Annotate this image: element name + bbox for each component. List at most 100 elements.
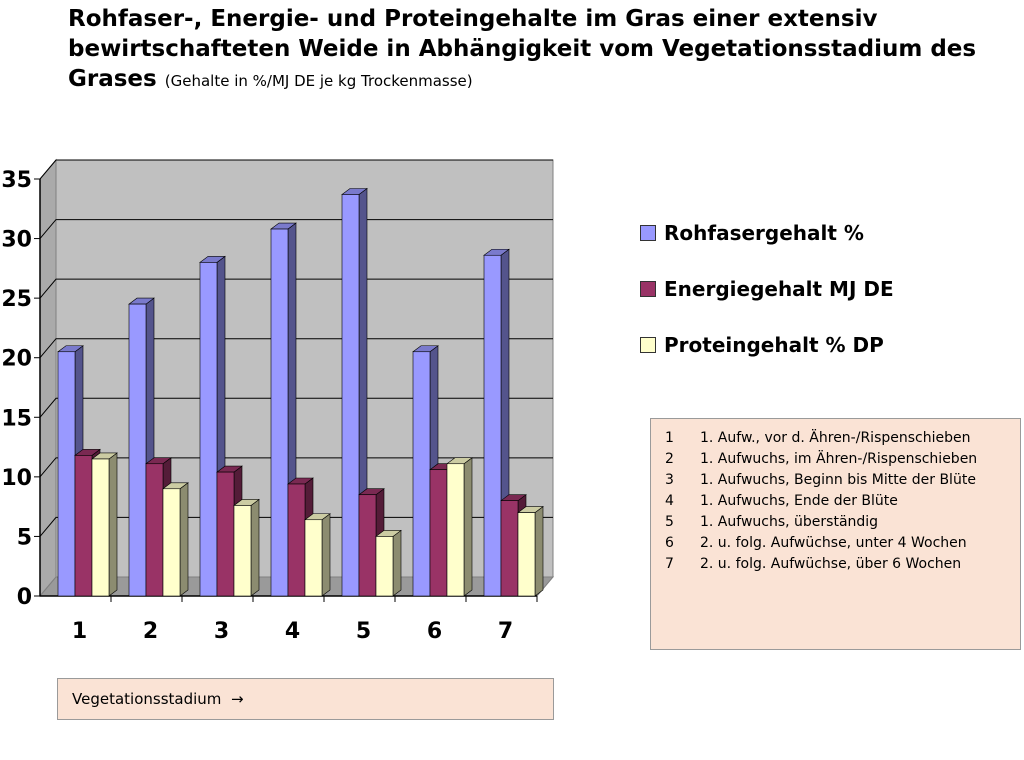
x-tick-label: 4 [285,619,300,644]
stage-key-number: 3 [665,471,674,488]
x-axis-label: Vegetationsstadium [72,690,222,708]
bar-front [270,228,289,597]
legend-item: Energiegehalt MJ DE [640,261,894,317]
x-tick-label: 1 [72,619,87,644]
x-axis-label-box: Vegetationsstadium → [57,678,554,720]
bar-front [233,505,252,597]
bar-front [57,351,76,597]
chart-bars [57,187,544,597]
gridline [39,516,553,537]
y-tick-label: 35 [1,168,32,193]
bar-side [392,529,402,597]
bar [446,457,473,597]
bar-side [179,482,189,597]
stage-key-text: 1. Aufwuchs, im Ähren-/Rispenschieben [700,450,978,467]
bar-front [341,194,360,597]
bar-front [304,519,323,597]
y-tick-label: 30 [1,228,32,253]
stage-key-row: 3 1. Aufwuchs, Beginn bis Mitte der Blüte [665,469,1020,490]
bar [233,498,260,597]
bar [375,529,402,597]
stage-key-text: 2. u. folg. Aufwüchse, unter 4 Wochen [700,534,967,551]
bar-side [463,457,473,597]
chart-title: Rohfaser-, Energie- und Proteingehalte i… [68,4,998,96]
chart-labels: 0 5 10 15 20 25 30 35 1 2 3 4 5 6 7 [1,168,513,644]
bar-front [91,458,110,597]
bar-front [429,469,448,597]
bar-side [321,513,331,597]
bar-side [534,506,544,597]
bar [517,506,544,597]
y-tick-label: 0 [17,585,32,610]
bar [304,513,331,597]
stage-key-number: 7 [665,555,674,572]
gridline [39,457,553,478]
legend-label: Rohfasergehalt % [664,221,864,245]
bar-front [287,483,306,597]
x-tick-label: 2 [143,619,158,644]
stage-key-number: 4 [665,492,674,509]
legend-swatch [640,281,656,297]
x-tick-label: 6 [427,619,442,644]
x-axis-arrow: → [230,690,244,708]
gridline [39,219,553,239]
y-tick-label: 25 [1,287,32,312]
stage-key-text: 1. Aufw., vor d. Ähren-/Rispenschieben [700,429,971,446]
stage-key-text: 2. u. folg. Aufwüchse, über 6 Wochen [700,555,962,572]
x-tick-label: 3 [214,619,229,644]
bar-side [250,498,260,597]
stage-key-row: 7 2. u. folg. Aufwüchse, über 6 Wochen [665,553,1020,574]
stage-key-number: 2 [665,450,674,467]
bar [287,477,314,597]
chart-title-main: Rohfaser-, Energie- und Proteingehalte i… [68,6,977,92]
bar-front [145,463,164,597]
bar-front [358,494,377,597]
bar-front [199,262,218,597]
stage-key-row: 1 1. Aufw., vor d. Ähren-/Rispenschieben [665,427,1020,448]
y-tick-label: 15 [1,406,32,431]
gridline [39,159,553,180]
legend-label: Proteingehalt % DP [664,333,884,357]
bar-front [128,303,147,597]
bar [91,452,118,597]
gridline [39,338,553,359]
chart-subtitle: (Gehalte in %/MJ DE je kg Trockenmasse) [164,72,473,90]
x-tick-label: 5 [356,619,371,644]
legend-swatch [640,337,656,353]
legend-item: Rohfasergehalt % [640,205,894,261]
bar-front [446,463,465,597]
stage-key-row: 5 1. Aufwuchs, überständig [665,511,1020,532]
bar-front [483,254,502,597]
bar-front [412,351,431,597]
stage-key-text: 1. Aufwuchs, Beginn bis Mitte der Blüte [700,471,976,488]
gridline [39,278,553,299]
y-tick-label: 5 [17,525,32,550]
bar [199,255,226,597]
legend-label: Energiegehalt MJ DE [664,277,894,301]
stage-key-number: 1 [665,429,674,446]
stage-key-text: 1. Aufwuchs, Ende der Blüte [700,492,898,509]
bar-front [500,500,519,597]
stage-key-number: 5 [665,513,674,530]
chart-legend: Rohfasergehalt % Energiegehalt MJ DE Prote… [640,205,894,373]
stage-key-number: 6 [665,534,674,551]
bar-front [162,488,181,597]
bar-front [216,471,235,597]
stage-key-box: 1 1. Aufw., vor d. Ähren-/Rispenschieben 2… [650,418,1021,650]
x-tick-label: 7 [498,619,513,644]
y-tick-label: 20 [1,347,32,372]
y-tick-label: 10 [1,466,32,491]
stage-key-row: 2 1. Aufwuchs, im Ähren-/Rispenschieben [665,448,1020,469]
stage-key-row: 4 1. Aufwuchs, Ende der Blüte [665,490,1020,511]
gridline [39,397,553,418]
bar-front [375,536,394,597]
bar-front [517,512,536,597]
bar-front [74,455,93,597]
legend-swatch [640,225,656,241]
stage-key-row: 6 2. u. folg. Aufwüchse, unter 4 Wochen [665,532,1020,553]
stage-key-text: 1. Aufwuchs, überständig [700,513,879,530]
chart-side-wall [39,158,57,598]
bar [162,482,189,597]
bar-side [108,452,118,597]
